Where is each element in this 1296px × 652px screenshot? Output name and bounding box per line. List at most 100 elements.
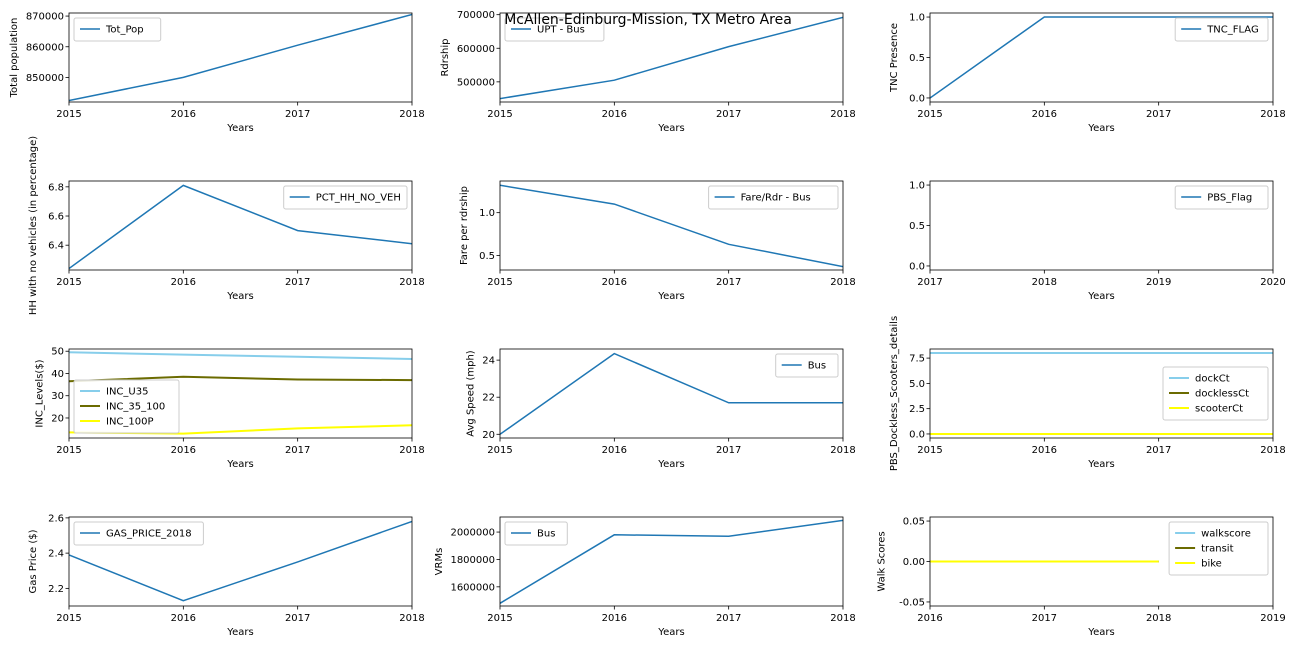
series-line-tnc-flag bbox=[930, 16, 1273, 99]
y-axis-label: Gas Price ($) bbox=[28, 529, 39, 593]
legend-box bbox=[1162, 366, 1269, 421]
legend-label: INC_U35 bbox=[106, 387, 148, 398]
x-tick-label: 2017 bbox=[716, 613, 741, 624]
axes-frame bbox=[499, 516, 844, 607]
legend-label: bike bbox=[1201, 559, 1222, 570]
subplot-7: 2015 2016 2017 2018 20 30 40 50 Years INC_Levels(… bbox=[34, 347, 424, 470]
y-tick-label: -0.05 bbox=[899, 597, 925, 608]
axes-frame bbox=[68, 516, 413, 607]
y-tick-label: 600000 bbox=[457, 44, 495, 55]
legend-box bbox=[73, 521, 204, 546]
y-tick-label: 1800000 bbox=[450, 555, 495, 566]
legend-label: docklessCt bbox=[1195, 389, 1249, 400]
y-tick-label: 870000 bbox=[26, 12, 64, 23]
y-axis-label: Fare per rdrship bbox=[459, 186, 470, 265]
series-line-bus bbox=[500, 519, 843, 604]
y-tick-label: 2.4 bbox=[48, 549, 64, 560]
y-tick-label: 40 bbox=[51, 369, 64, 380]
legend-label: Tot_Pop bbox=[105, 25, 144, 36]
x-tick-label: 2017 bbox=[285, 277, 310, 288]
axes-frame bbox=[68, 180, 413, 271]
x-tick-label: 2020 bbox=[1260, 277, 1285, 288]
y-axis-label: Total population bbox=[9, 18, 20, 99]
x-tick-label: 2017 bbox=[285, 613, 310, 624]
legend-label: dockCt bbox=[1195, 374, 1230, 385]
y-axis-label: HH with no vehicles (in percentage) bbox=[28, 136, 39, 315]
x-axis-label: Years bbox=[657, 459, 684, 470]
axes-frame bbox=[499, 348, 844, 439]
legend-label: PBS_Flag bbox=[1207, 193, 1252, 204]
x-tick-label: 2016 bbox=[917, 613, 942, 624]
legend: Bus bbox=[504, 521, 568, 546]
y-tick-label: 1.0 bbox=[479, 208, 495, 219]
y-tick-label: 0.05 bbox=[903, 517, 925, 528]
legend: TNC_FLAG bbox=[1174, 17, 1269, 42]
y-tick-label: 500000 bbox=[457, 77, 495, 88]
x-tick-label: 2015 bbox=[56, 277, 81, 288]
legend-box bbox=[708, 185, 839, 210]
y-tick-label: 0.0 bbox=[909, 429, 925, 440]
x-axis-label: Years bbox=[1087, 291, 1114, 302]
subplot-6: 2017 2018 2019 2020 0.0 0.5 1.0 Years PBS_Flag bbox=[909, 181, 1286, 302]
y-tick-label: 860000 bbox=[26, 42, 64, 53]
legend-label: PCT_HH_NO_VEH bbox=[316, 193, 401, 204]
y-tick-label: 1.0 bbox=[909, 181, 925, 192]
subplot-5: 2015 2016 2017 2018 0.5 1.0 Years Fare per rdrs… bbox=[459, 180, 856, 302]
series-line-inc-35-100 bbox=[69, 375, 412, 383]
x-tick-label: 2015 bbox=[917, 445, 942, 456]
y-tick-label: 0.0 bbox=[909, 93, 925, 104]
y-tick-label: 50 bbox=[51, 347, 64, 358]
y-tick-label: 0.5 bbox=[909, 53, 925, 64]
legend-label: transit bbox=[1201, 544, 1233, 555]
y-axis-label: Walk Scores bbox=[877, 531, 888, 591]
legend-label: Fare/Rdr - Bus bbox=[741, 193, 811, 204]
x-tick-label: 2016 bbox=[602, 613, 627, 624]
x-tick-label: 2018 bbox=[1260, 109, 1285, 120]
x-axis-label: Years bbox=[1087, 459, 1114, 470]
legend: walkscore transit bike bbox=[1168, 521, 1269, 576]
x-axis-label: Years bbox=[226, 123, 253, 134]
x-tick-label: 2015 bbox=[487, 613, 512, 624]
series-line-bus bbox=[500, 352, 843, 435]
legend: PBS_Flag bbox=[1174, 185, 1269, 210]
x-tick-label: 2017 bbox=[1032, 613, 1057, 624]
legend-label: INC_100P bbox=[106, 417, 154, 428]
series-line-upt-bus bbox=[500, 16, 843, 100]
legend-box bbox=[775, 353, 839, 378]
legend: Tot_Pop bbox=[73, 17, 162, 42]
y-tick-label: 2.2 bbox=[48, 584, 64, 595]
x-tick-label: 2016 bbox=[602, 277, 627, 288]
x-tick-label: 2018 bbox=[399, 109, 424, 120]
legend-box bbox=[504, 521, 568, 546]
legend-box bbox=[1168, 521, 1269, 576]
legend: Bus bbox=[775, 353, 839, 378]
legend-label: scooterCt bbox=[1195, 404, 1243, 415]
x-tick-label: 2018 bbox=[1146, 613, 1171, 624]
x-tick-label: 2017 bbox=[1146, 445, 1171, 456]
x-tick-label: 2016 bbox=[171, 445, 196, 456]
x-tick-label: 2018 bbox=[1032, 277, 1057, 288]
x-tick-label: 2018 bbox=[830, 445, 855, 456]
y-tick-label: 0.5 bbox=[909, 221, 925, 232]
x-axis-label: Years bbox=[657, 627, 684, 638]
x-tick-label: 2018 bbox=[399, 613, 424, 624]
x-tick-label: 2018 bbox=[830, 613, 855, 624]
x-tick-label: 2015 bbox=[56, 109, 81, 120]
y-tick-label: 0.5 bbox=[479, 251, 495, 262]
x-axis-label: Years bbox=[657, 291, 684, 302]
x-tick-label: 2015 bbox=[487, 109, 512, 120]
legend: UPT - Bus bbox=[504, 17, 605, 42]
x-tick-label: 2016 bbox=[1032, 445, 1057, 456]
x-tick-label: 2015 bbox=[56, 613, 81, 624]
legend-box bbox=[1174, 185, 1269, 210]
series-line-inc-u35 bbox=[69, 351, 412, 360]
x-tick-label: 2017 bbox=[716, 109, 741, 120]
legend: dockCt docklessCt scooterCt bbox=[1162, 366, 1269, 421]
axes-frame bbox=[929, 348, 1274, 439]
subplot-1: 2015 2016 2017 2018 850000 860000 870000 Years T… bbox=[9, 12, 425, 134]
subplot-3: 2015 2016 2017 2018 0.0 0.5 1.0 Years TNC Presen… bbox=[889, 13, 1286, 134]
subplot-11: 2015 2016 2017 2018 1600000 1800000 2000000 Yea… bbox=[434, 516, 856, 638]
subplot-9: 2015 2016 2017 2018 0.0 2.5 5.0 7.5 Years PBS_Doc… bbox=[889, 316, 1286, 471]
x-tick-label: 2019 bbox=[1260, 613, 1285, 624]
y-axis-label: VRMs bbox=[434, 548, 445, 576]
